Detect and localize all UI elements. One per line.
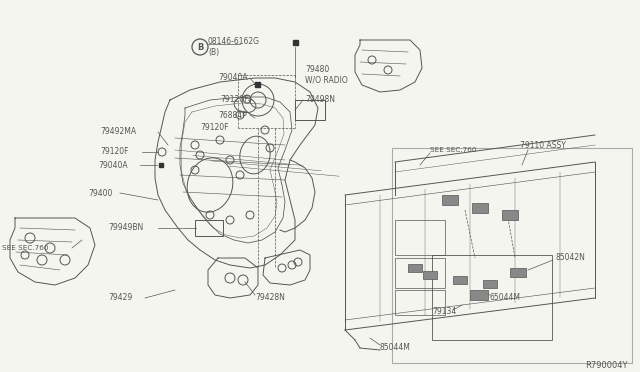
Bar (442, 195, 458, 205)
Text: 79120F: 79120F (100, 148, 129, 157)
Text: 85042N: 85042N (555, 253, 585, 263)
Bar (395, 290, 445, 315)
Bar (510, 268, 526, 277)
Bar (470, 290, 488, 300)
Bar (395, 220, 445, 255)
Text: (B): (B) (208, 48, 219, 57)
Text: 79429: 79429 (108, 294, 132, 302)
Text: 79120F: 79120F (200, 124, 228, 132)
Bar (395, 258, 445, 288)
Bar (472, 203, 488, 213)
Bar (502, 210, 518, 220)
Text: SEE SEC.760: SEE SEC.760 (430, 147, 477, 153)
Text: SEE SEC.760: SEE SEC.760 (2, 245, 49, 251)
Text: 79040A: 79040A (98, 160, 127, 170)
Bar (432, 255, 552, 340)
Text: 79120F: 79120F (220, 96, 248, 105)
Bar (453, 276, 467, 284)
Text: 79134: 79134 (432, 308, 456, 317)
Bar (292, 39, 298, 45)
Text: 79480: 79480 (305, 65, 329, 74)
Text: 76884P: 76884P (218, 110, 247, 119)
Text: 79040A: 79040A (218, 74, 248, 83)
Bar (159, 163, 163, 167)
Bar (392, 148, 632, 363)
Text: W/O RADIO: W/O RADIO (305, 76, 348, 84)
Text: 79428N: 79428N (255, 294, 285, 302)
Text: 79492MA: 79492MA (100, 128, 136, 137)
Text: 65044M: 65044M (490, 294, 521, 302)
Text: 08146-6162G: 08146-6162G (208, 36, 260, 45)
Bar (483, 280, 497, 288)
Text: 79400: 79400 (88, 189, 113, 198)
Bar (195, 220, 223, 236)
Text: 79498N: 79498N (305, 96, 335, 105)
Text: 79949BN: 79949BN (108, 224, 143, 232)
Bar (408, 264, 422, 272)
Bar (423, 271, 437, 279)
Bar (255, 81, 259, 87)
Text: 79110 ASSY: 79110 ASSY (520, 141, 566, 150)
Text: R790004Y: R790004Y (586, 360, 628, 369)
Text: 85044M: 85044M (380, 343, 411, 353)
Text: B: B (197, 42, 203, 51)
Bar (295, 100, 325, 120)
